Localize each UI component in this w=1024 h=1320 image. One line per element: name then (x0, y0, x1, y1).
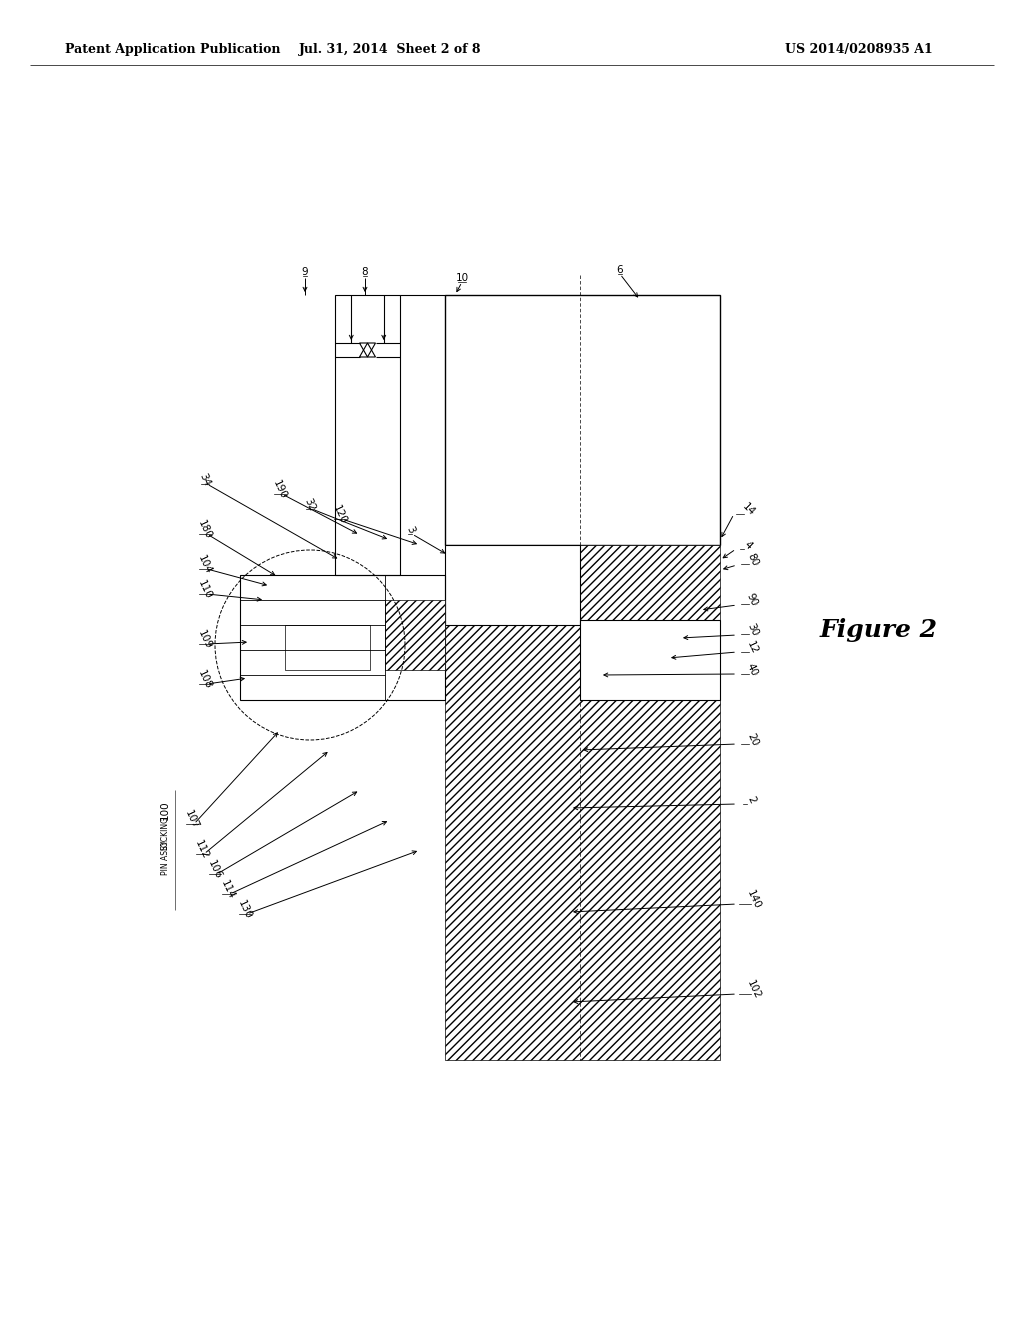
Text: PIN ASSY.: PIN ASSY. (161, 840, 170, 875)
Bar (285, 624, 370, 671)
Text: 2: 2 (745, 795, 757, 805)
Text: 104: 104 (197, 554, 214, 576)
Bar (335, 294, 400, 576)
Text: US 2014/0208935 A1: US 2014/0208935 A1 (785, 44, 933, 57)
Text: 12: 12 (745, 640, 760, 656)
Text: 106: 106 (206, 859, 223, 880)
Text: 190: 190 (271, 479, 289, 502)
Text: 34: 34 (198, 471, 212, 488)
Text: 108: 108 (197, 669, 214, 692)
Bar (445, 545, 580, 624)
Text: 9: 9 (302, 267, 308, 277)
Bar (445, 545, 720, 1060)
Text: 10: 10 (456, 273, 469, 282)
Text: 90: 90 (745, 591, 760, 609)
Text: 107: 107 (183, 809, 201, 832)
Text: 110: 110 (197, 579, 214, 601)
Text: 32: 32 (303, 496, 317, 513)
Text: 40: 40 (745, 661, 760, 678)
Text: LOCKING: LOCKING (161, 816, 170, 850)
Text: 114: 114 (219, 879, 237, 902)
Text: 140: 140 (745, 888, 763, 911)
Text: 112: 112 (194, 840, 211, 861)
Text: 120: 120 (332, 504, 349, 527)
Text: 80: 80 (745, 552, 760, 568)
Text: 8: 8 (361, 267, 369, 277)
Text: Figure 2: Figure 2 (820, 618, 938, 642)
Text: 100: 100 (160, 800, 170, 820)
Text: 20: 20 (745, 731, 760, 748)
Text: 3: 3 (404, 525, 416, 535)
Bar (580, 620, 720, 700)
Text: 4: 4 (742, 539, 754, 550)
Text: 102: 102 (745, 979, 763, 1001)
Text: 109: 109 (197, 628, 214, 651)
Text: 180: 180 (197, 519, 214, 541)
Bar (240, 576, 445, 700)
Text: 6: 6 (616, 265, 624, 275)
Text: 30: 30 (745, 622, 760, 638)
Bar (445, 294, 720, 545)
Text: 14: 14 (740, 502, 757, 519)
Text: Patent Application Publication: Patent Application Publication (65, 44, 281, 57)
Bar (385, 601, 445, 671)
Text: 130: 130 (237, 899, 254, 921)
Text: Jul. 31, 2014  Sheet 2 of 8: Jul. 31, 2014 Sheet 2 of 8 (299, 44, 481, 57)
